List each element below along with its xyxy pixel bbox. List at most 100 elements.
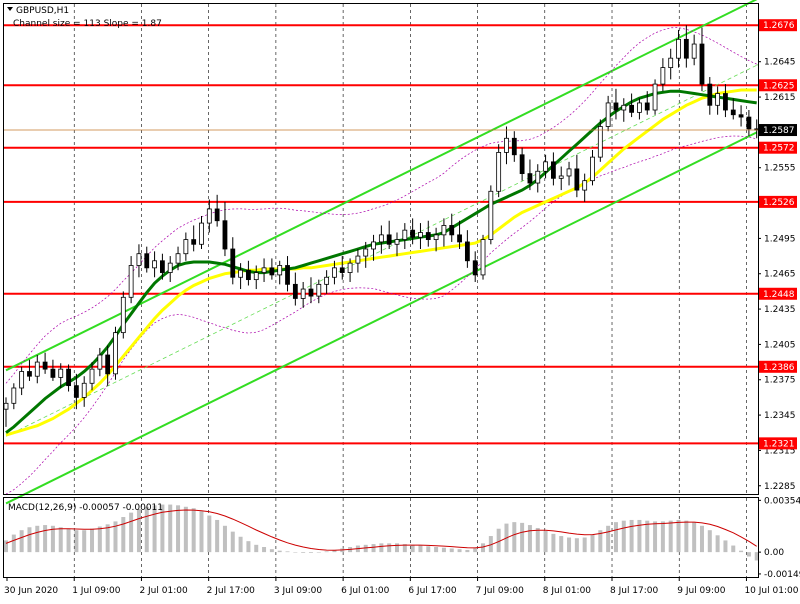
candle [183,232,189,261]
macd-histogram-bar [543,530,548,553]
candle-body [746,116,752,130]
candle [347,258,353,282]
candle [410,218,416,245]
price-tick-label: 1.2405 [764,340,796,350]
candle-body [504,137,509,153]
macd-histogram-bar [97,526,102,553]
macd-histogram-bar [35,525,40,553]
candle-body [730,109,736,116]
macd-histogram-bar [434,547,439,553]
dropdown-triangle-icon[interactable] [7,7,13,11]
candle [746,110,752,136]
macd-histogram-bar [215,519,220,553]
macd-histogram-bar [668,520,673,553]
candle [363,241,369,268]
macd-histogram-bar [590,534,595,553]
candle [418,223,423,249]
candle [11,383,17,410]
macd-histogram-bar [559,536,564,553]
macd-histogram-bar [19,530,24,553]
chart-frames [3,3,759,578]
candle-body [300,288,306,299]
candle [386,220,392,249]
macd-histogram-bar [269,549,274,553]
candle-body [261,267,267,273]
candle-body [386,234,392,245]
candle [261,258,267,282]
candle [206,199,212,233]
macd-histogram-bar [246,541,251,553]
candle-body [394,239,400,245]
candle-body [676,38,681,59]
macd-histogram-bar [82,530,87,553]
macd-pane-frame [3,497,759,578]
candle-body [152,260,157,269]
candle [433,227,439,252]
macd-histogram-bar [496,528,501,553]
candle [590,150,595,186]
candle [597,119,603,162]
macd-histogram-bar [473,548,478,553]
chart-header: GBPUSD,H1 Channel size = 113 Slope = 1.8… [7,6,163,513]
candle-body [73,385,79,398]
level-price-label: 1.2572 [763,144,795,154]
macd-histogram-bar [449,548,454,553]
candle-body [613,102,619,111]
candle [676,29,681,68]
channel-lower-line [5,131,758,505]
macd-histogram-bar [199,511,204,553]
macd-histogram-bar [191,508,196,553]
candle [637,98,642,120]
candle [707,77,713,115]
candle [551,152,556,186]
candle-body [652,83,658,111]
candle-body [363,248,369,257]
macd-histogram-bar [129,512,134,553]
candle-body [58,368,64,378]
candle-body [27,371,32,377]
candle-body [3,402,9,410]
macd-histogram-bar [379,543,384,553]
macd-histogram-bar [402,544,407,553]
time-tick-label: 6 Jul 17:00 [408,586,457,596]
candle-body [691,43,697,59]
macd-histogram-bar [699,525,704,553]
macd-histogram-bar [395,543,399,553]
macd-histogram-bar [387,543,392,553]
envelope-lower [5,135,757,495]
fast-ma-line [5,88,757,437]
candle [613,88,619,120]
level-price-tag [759,19,797,32]
price-tick-label: 1.2315 [764,446,796,456]
price-axis: 1.2645 1.2615 1.2555 1.2495 1.2465 1.2435 1.24… [758,19,800,580]
macd-tick-label: 0.00 [764,548,784,558]
candle [582,173,588,202]
candle-body [11,387,17,404]
candle [371,234,376,261]
macd-histogram-bar [746,552,751,557]
macd-tick-label: -0.00149 [764,570,800,580]
candle [230,237,236,285]
candle [324,270,330,294]
macd-histogram-bar [551,533,556,553]
macd-histogram-bar [692,522,697,553]
candle [644,91,650,115]
price-tick-label: 1.2465 [764,270,796,280]
candle [253,265,259,290]
macd-histogram-bar [582,537,587,553]
price-tick-label: 1.2555 [764,164,796,174]
level-price-tag [759,287,797,300]
time-tick-label: 9 Jul 09:00 [677,586,726,596]
candle-body [707,83,713,106]
main-pane-frame [3,3,759,495]
candle-body [480,239,486,276]
macd-histogram-bar [363,544,368,553]
candle-body [472,260,478,276]
candle [621,98,627,122]
macd-histogram-bar [629,519,634,553]
price-tick-label: 1.2345 [764,411,796,421]
candle-body [543,161,548,172]
macd-histogram-bar [27,527,32,553]
macd-panel [4,504,759,561]
candle [339,256,345,280]
